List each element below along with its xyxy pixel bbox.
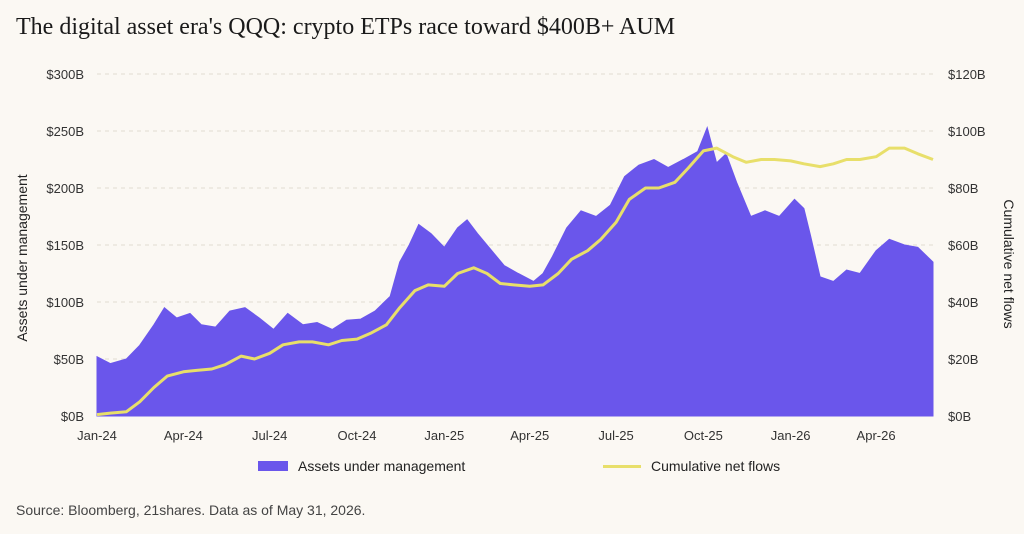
left-axis-title: Assets under management — [14, 174, 30, 341]
x-tick-label: Apr-26 — [857, 428, 896, 443]
x-tick-label: Apr-25 — [510, 428, 549, 443]
chart: $0B $50B $100B $150B $200B $250B $300B $0B $20B… — [14, 67, 1017, 443]
legend-swatch-aum — [258, 461, 288, 471]
left-tick-label: $300B — [46, 67, 84, 82]
aum-layer — [96, 126, 934, 417]
x-tick-label: Jan-24 — [77, 428, 117, 443]
x-tick-label: Jan-25 — [424, 428, 464, 443]
legend-label-flows: Cumulative net flows — [651, 458, 781, 474]
x-tick-label: Apr-24 — [164, 428, 203, 443]
right-axis-ticks: $0B $20B $40B $60B $80B $100B $120B — [948, 67, 986, 424]
legend-item-flows: Cumulative net flows — [603, 458, 780, 474]
right-tick-label: $20B — [948, 352, 978, 367]
x-tick-label: Oct-24 — [337, 428, 376, 443]
legend-item-aum: Assets under management — [258, 458, 465, 474]
right-tick-label: $60B — [948, 238, 978, 253]
right-tick-label: $100B — [948, 124, 986, 139]
left-tick-label: $100B — [46, 295, 84, 310]
left-axis-ticks: $0B $50B $100B $150B $200B $250B $300B — [46, 67, 84, 424]
aum-area — [96, 126, 934, 417]
legend-swatch-flows — [603, 464, 641, 468]
flows-line — [96, 146, 934, 417]
left-tick-label: $0B — [61, 409, 84, 424]
right-tick-label: $120B — [948, 67, 986, 82]
source-note: Source: Bloomberg, 21shares. Data as of … — [16, 502, 366, 518]
flows-layer — [96, 146, 934, 417]
chart-title: The digital asset era's QQQ: crypto ETPs… — [16, 14, 676, 40]
left-tick-label: $50B — [54, 352, 84, 367]
x-tick-label: Jul-25 — [598, 428, 633, 443]
x-axis-ticks: Jan-24 Apr-24 Jul-24 Oct-24 Jan-25 Apr-25 Jul-… — [77, 428, 895, 443]
right-axis-title: Cumulative net flows — [1001, 199, 1017, 328]
x-tick-label: Oct-25 — [684, 428, 723, 443]
left-tick-label: $200B — [46, 181, 84, 196]
x-tick-label: Jul-24 — [252, 428, 287, 443]
left-tick-label: $250B — [46, 124, 84, 139]
legend-label-aum: Assets under management — [298, 458, 466, 474]
x-tick-label: Jan-26 — [771, 428, 811, 443]
right-tick-label: $0B — [948, 409, 971, 424]
right-tick-label: $80B — [948, 181, 978, 196]
right-tick-label: $40B — [948, 295, 978, 310]
left-tick-label: $150B — [46, 238, 84, 253]
